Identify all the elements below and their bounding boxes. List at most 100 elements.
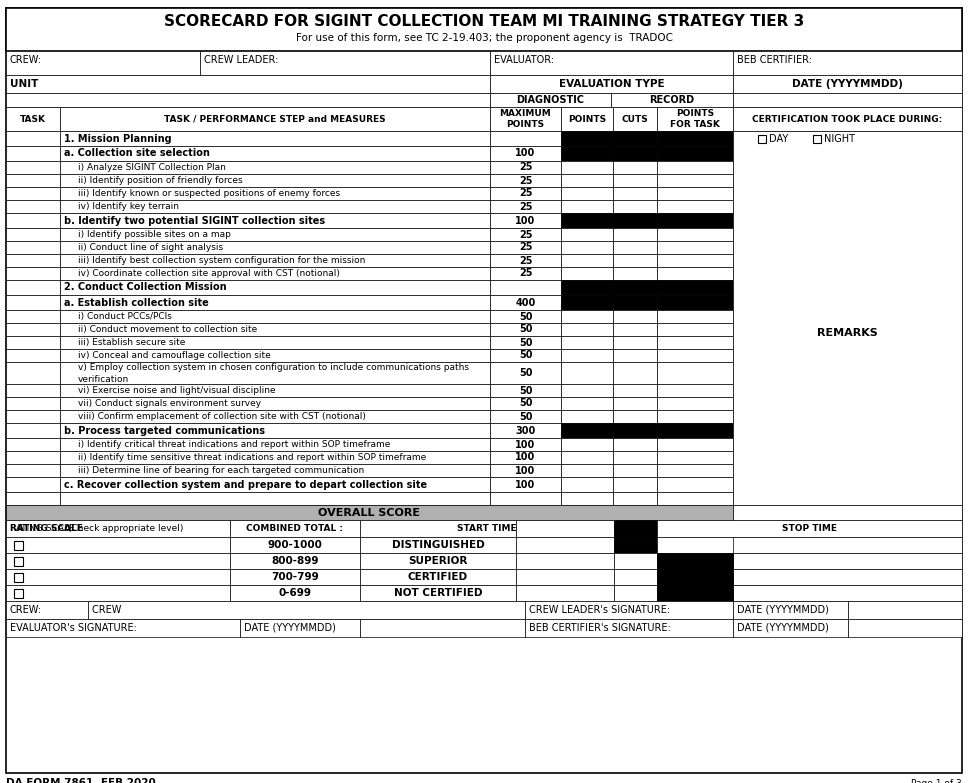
Bar xyxy=(561,146,613,161)
Bar xyxy=(613,161,657,174)
Bar xyxy=(613,323,657,336)
Text: 900-1000: 900-1000 xyxy=(267,540,322,550)
Bar xyxy=(561,492,613,505)
Bar xyxy=(6,569,230,585)
Bar xyxy=(6,451,60,464)
Bar xyxy=(490,174,561,187)
Bar xyxy=(613,280,657,295)
Bar xyxy=(657,553,733,569)
Bar xyxy=(733,280,962,295)
Bar xyxy=(733,228,962,241)
Bar xyxy=(657,492,733,505)
Bar xyxy=(60,267,490,280)
Bar xyxy=(657,187,733,200)
Bar xyxy=(614,520,657,537)
Bar xyxy=(6,267,60,280)
Text: TASK / PERFORMANCE STEP and MEASURES: TASK / PERFORMANCE STEP and MEASURES xyxy=(165,114,386,124)
Bar xyxy=(848,601,962,619)
Bar xyxy=(561,280,613,295)
Bar xyxy=(657,146,733,161)
Bar xyxy=(733,146,962,161)
Bar xyxy=(6,585,230,601)
Bar xyxy=(6,228,60,241)
Text: v) Employ collection system in chosen configuration to include communications pa: v) Employ collection system in chosen co… xyxy=(78,363,469,373)
Bar xyxy=(733,187,962,200)
Bar xyxy=(490,295,561,310)
Bar xyxy=(6,362,60,384)
Bar xyxy=(613,228,657,241)
Bar xyxy=(561,362,613,384)
Bar xyxy=(6,146,60,161)
Text: ii) Conduct movement to collection site: ii) Conduct movement to collection site xyxy=(78,325,257,334)
Bar xyxy=(360,585,516,601)
Bar xyxy=(561,384,613,397)
Bar xyxy=(733,51,962,75)
Bar xyxy=(613,107,657,131)
Text: 100: 100 xyxy=(515,439,535,449)
Bar xyxy=(733,200,962,213)
Bar xyxy=(60,336,490,349)
Bar xyxy=(14,573,23,582)
Text: RECORD: RECORD xyxy=(650,95,695,105)
Bar xyxy=(848,619,962,637)
Text: DISTINGUISHED: DISTINGUISHED xyxy=(392,540,484,550)
Text: Page 1 of 3: Page 1 of 3 xyxy=(911,778,962,783)
Bar xyxy=(733,75,962,93)
Bar xyxy=(561,477,613,492)
Bar xyxy=(561,131,613,146)
Bar xyxy=(613,492,657,505)
Bar xyxy=(613,362,657,384)
Text: DAY: DAY xyxy=(769,133,788,143)
Bar xyxy=(6,280,60,295)
Bar xyxy=(490,228,561,241)
Text: i) Analyze SIGINT Collection Plan: i) Analyze SIGINT Collection Plan xyxy=(78,163,226,172)
Text: 50: 50 xyxy=(519,385,532,395)
Text: (Check appropriate level): (Check appropriate level) xyxy=(68,524,183,533)
Text: 100: 100 xyxy=(515,479,535,489)
Bar xyxy=(60,384,490,397)
Text: 2. Conduct Collection Mission: 2. Conduct Collection Mission xyxy=(64,283,227,293)
Text: EVALUATOR:: EVALUATOR: xyxy=(494,55,554,65)
Bar xyxy=(490,438,561,451)
Bar xyxy=(60,174,490,187)
Bar xyxy=(490,323,561,336)
Bar xyxy=(360,537,516,553)
Bar xyxy=(230,553,360,569)
Text: CUTS: CUTS xyxy=(621,114,649,124)
Bar xyxy=(516,569,614,585)
Bar xyxy=(657,569,962,585)
Bar xyxy=(733,131,962,505)
Bar xyxy=(6,310,60,323)
Bar xyxy=(490,477,561,492)
Bar xyxy=(490,213,561,228)
Text: verification: verification xyxy=(78,374,130,384)
Text: vii) Conduct signals environment survey: vii) Conduct signals environment survey xyxy=(78,399,261,408)
Bar xyxy=(657,107,733,131)
Bar xyxy=(657,241,733,254)
Bar xyxy=(733,349,962,362)
Text: vi) Exercise noise and light/visual discipline: vi) Exercise noise and light/visual disc… xyxy=(78,386,276,395)
Text: DATE (YYYYMMDD): DATE (YYYYMMDD) xyxy=(244,623,336,633)
Bar xyxy=(657,295,733,310)
Bar xyxy=(6,174,60,187)
Bar xyxy=(490,267,561,280)
Bar xyxy=(6,93,490,107)
Bar xyxy=(6,200,60,213)
Bar xyxy=(6,187,60,200)
Bar xyxy=(733,336,962,349)
Bar xyxy=(490,75,733,93)
Bar xyxy=(657,336,733,349)
Bar xyxy=(6,349,60,362)
Text: 800-899: 800-899 xyxy=(271,556,318,566)
Bar xyxy=(733,254,962,267)
Bar xyxy=(614,537,657,553)
Bar xyxy=(14,541,23,550)
Text: iii) Determine line of bearing for each targeted communication: iii) Determine line of bearing for each … xyxy=(78,466,364,475)
Bar xyxy=(6,423,60,438)
Bar xyxy=(60,423,490,438)
Bar xyxy=(657,254,733,267)
Text: iii) Identify known or suspected positions of enemy forces: iii) Identify known or suspected positio… xyxy=(78,189,340,198)
Bar xyxy=(490,410,561,423)
Bar xyxy=(490,131,561,146)
Bar xyxy=(6,336,60,349)
